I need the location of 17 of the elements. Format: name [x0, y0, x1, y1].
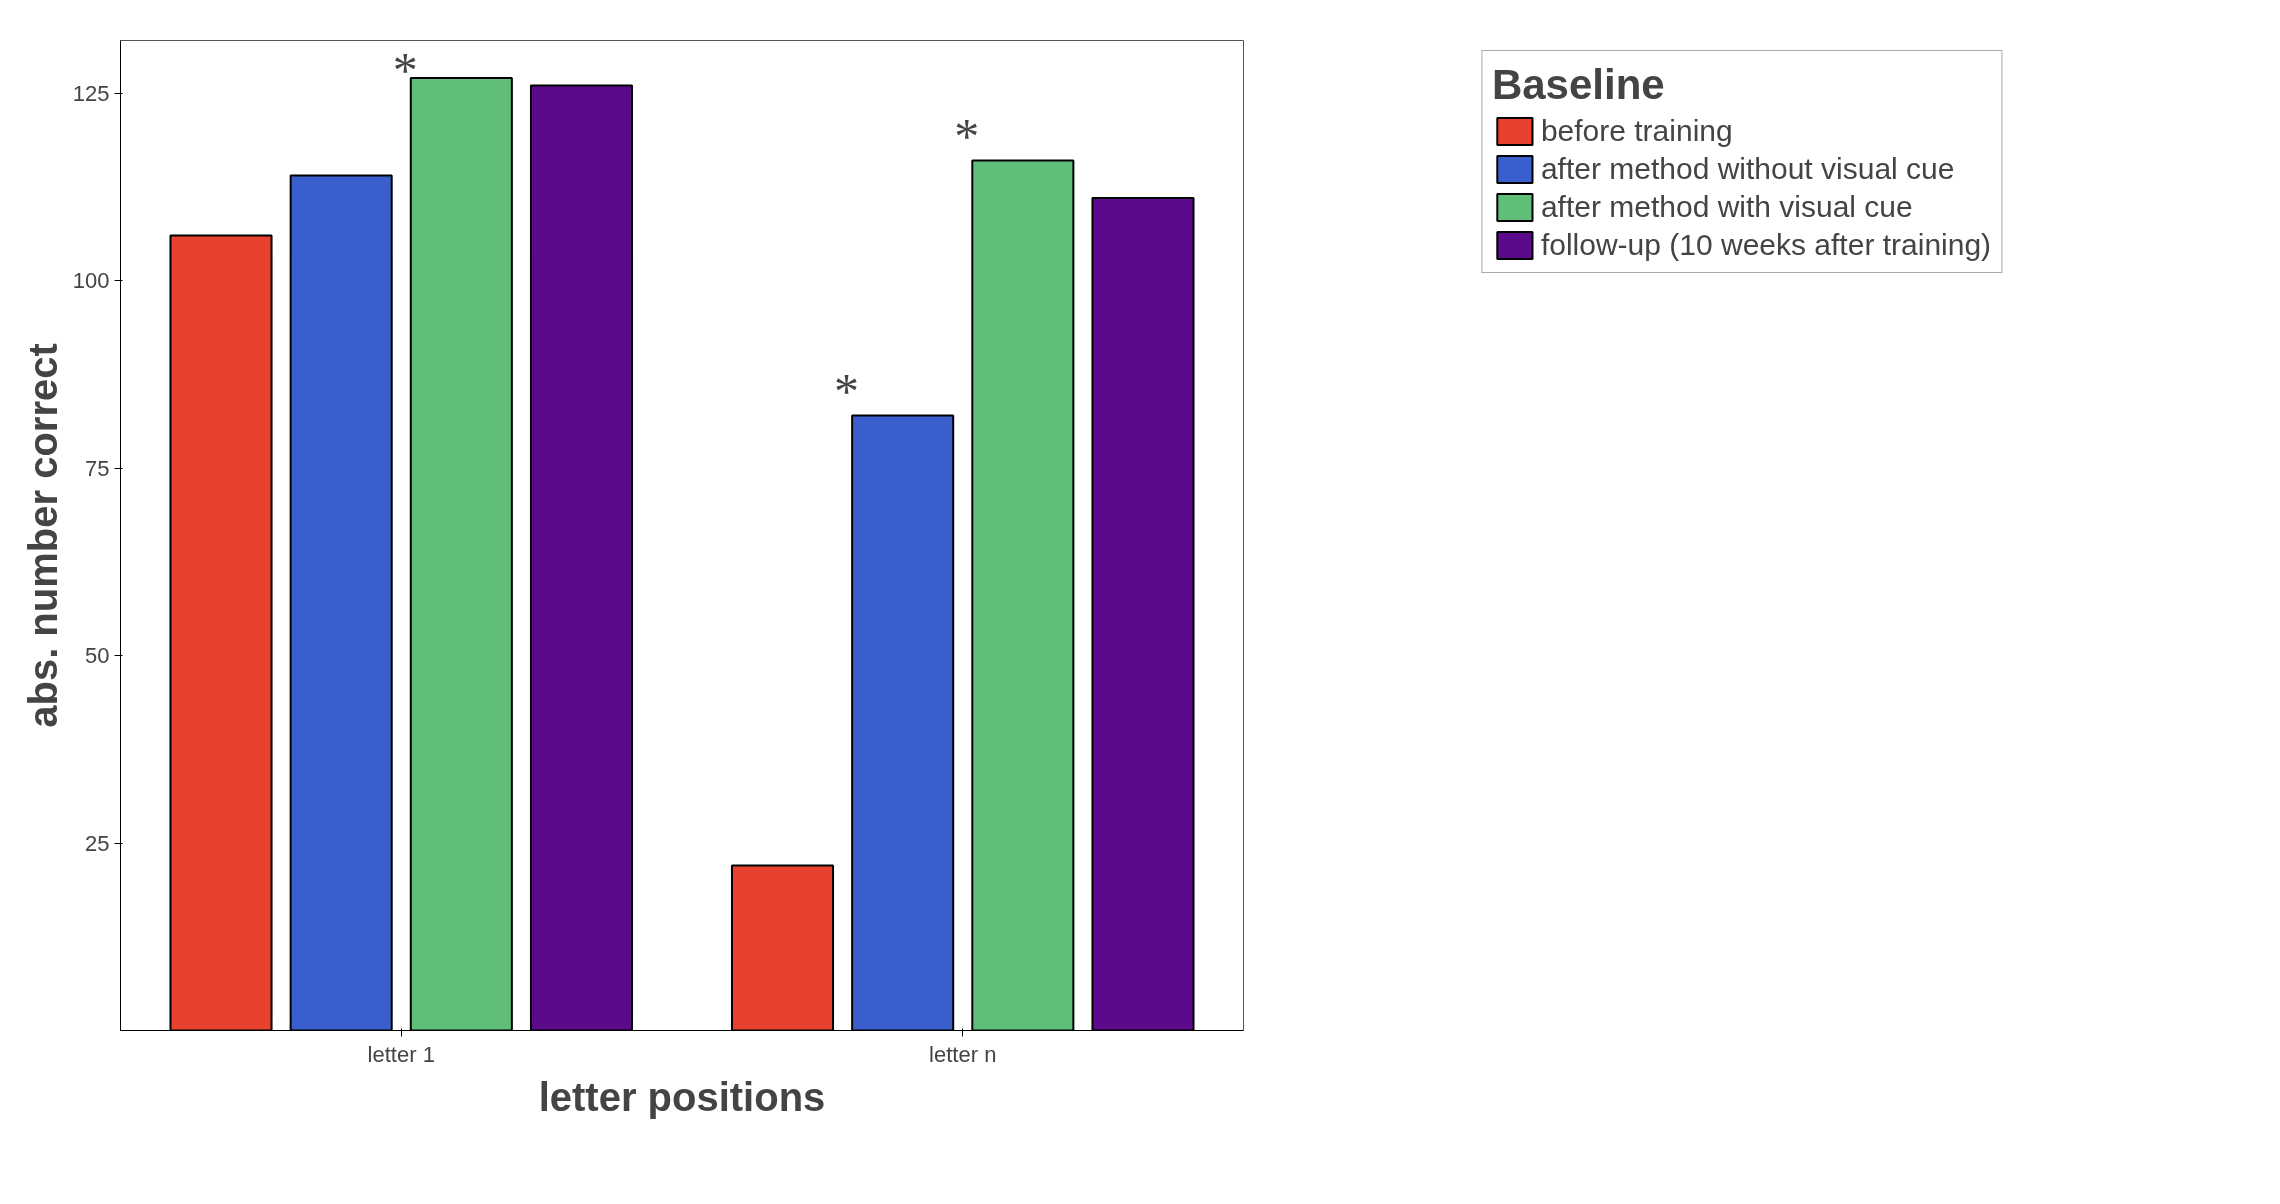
y-tick-label: 50	[85, 643, 110, 668]
legend-title: Baseline	[1491, 61, 1666, 109]
x-axis-title: letter positions	[538, 1074, 826, 1119]
annotation: *	[834, 362, 860, 419]
y-tick-label: 25	[85, 830, 110, 856]
x-tick-label: letter 1	[367, 1041, 435, 1067]
legend-label: after method with visual cue	[1540, 190, 1913, 224]
y-tick-label: 75	[85, 455, 110, 481]
legend-label: follow-up (10 weeks after training)	[1540, 228, 1992, 262]
x-tick-label: letter n	[929, 1041, 997, 1067]
annotation: *	[392, 42, 418, 98]
y-tick-label: 125	[72, 80, 110, 106]
y-tick-label: 100	[72, 268, 110, 293]
legend-label: before training	[1540, 114, 1733, 148]
legend-label: after method without visual cue	[1540, 152, 1955, 186]
y-axis-title: abs. number correct	[20, 343, 65, 728]
annotation: *	[954, 107, 980, 164]
